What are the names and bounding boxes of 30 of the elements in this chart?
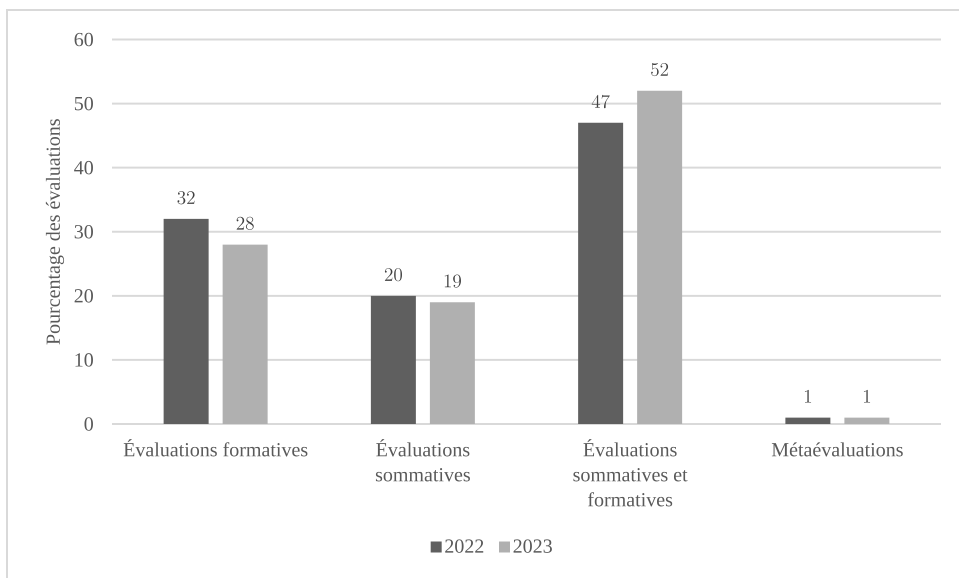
x-tick-label: Évaluations sommatives [376,439,470,482]
legend-label: 2023 [514,539,552,553]
data-label: 47 [592,94,610,108]
bar [844,418,890,424]
data-label: 19 [444,274,461,288]
bar [222,244,268,424]
bar [785,418,830,424]
y-tick-label: 40 [74,160,93,174]
y-axis-title: Pourcentage des évaluations [46,119,64,344]
bar [430,302,475,424]
data-label: 32 [178,191,195,204]
data-label: 1 [864,390,870,403]
data-label: 28 [236,216,254,230]
y-tick-label: 20 [74,289,93,303]
bar [578,122,624,424]
bar [637,90,682,424]
y-tick-label: 60 [74,32,93,46]
x-tick-label: Évaluations sommatives et formatives [573,439,688,506]
data-label: 52 [651,63,668,76]
x-tick-label: Évaluations formatives [124,439,308,456]
x-tick-label: Métaévaluations [772,442,903,456]
bar [370,296,416,424]
y-tick-label: 30 [74,225,93,238]
data-label: 20 [384,268,402,282]
legend-label: 2022 [445,539,484,553]
y-tick-label: 50 [74,96,93,110]
bar [164,218,209,424]
y-tick-label: 10 [75,353,93,367]
y-tick-label: 0 [84,417,93,431]
data-label: 1 [804,390,812,403]
